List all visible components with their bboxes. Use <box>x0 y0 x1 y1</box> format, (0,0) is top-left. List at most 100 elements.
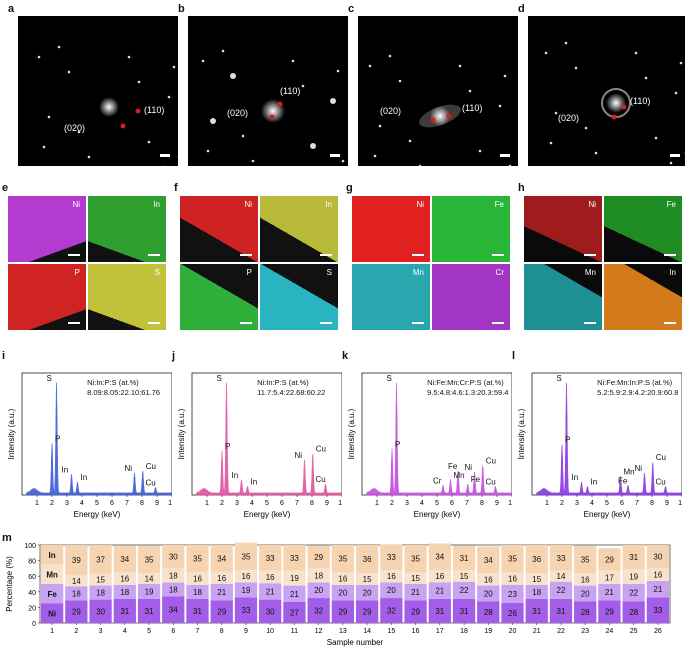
bar-segment-in <box>89 545 112 574</box>
peak-label: In <box>62 465 69 474</box>
bar-value-label: 35 <box>193 555 202 564</box>
panel-label-j: j <box>172 350 176 362</box>
bar-segment-fe <box>65 586 88 601</box>
bar-value-label: 16 <box>387 572 396 581</box>
composition-formula: Ni:In:P:S (at.%) <box>257 378 309 387</box>
central-beam <box>606 93 626 113</box>
x-tick-label: 1 <box>35 500 39 507</box>
bar-segment-ni <box>113 598 136 623</box>
bar-value-label: 30 <box>96 607 105 616</box>
elemental-map-ni: Ni <box>524 196 602 262</box>
x-tick-label: 9 <box>665 500 669 507</box>
bar-value-label: 28 <box>484 608 493 617</box>
bar-value-label: 18 <box>169 585 178 594</box>
bar-segment-ni <box>646 597 670 623</box>
x-tick-label: 2 <box>74 628 78 635</box>
element-label: Ni <box>72 200 80 209</box>
eds-spectrum-j: S P In In Ni Cu Cu Ni:In:P:S (at.%)11.7:5.4:22.… <box>177 372 342 519</box>
element-label: Mn <box>412 268 424 277</box>
bar-segment-ni <box>331 600 355 623</box>
bar-value-label: 21 <box>411 588 420 597</box>
bar-segment-fe <box>40 584 64 604</box>
bar-segment-mn <box>259 570 282 584</box>
x-tick-label: 8 <box>140 500 144 507</box>
x-tick-label: 6 <box>620 500 624 507</box>
elemental-map-cr: Cr <box>432 264 510 330</box>
bar-value-label: 29 <box>338 608 347 617</box>
x-axis-label: Energy (keV) <box>244 510 291 519</box>
elemental-map-ni: Ni <box>8 196 86 262</box>
x-tick-label: 3 <box>235 500 239 507</box>
bar-segment-in <box>646 545 670 569</box>
diffraction-spot <box>503 74 507 78</box>
peak-label: Fe <box>618 476 628 485</box>
bar-value-label: 16 <box>581 575 590 584</box>
bar-value-label: 21 <box>290 590 299 599</box>
y-axis-label: Intensity (a.u.) <box>517 408 526 459</box>
bar-value-label: 20 <box>363 589 372 598</box>
peak-label: Ni <box>125 464 133 473</box>
composition-values: 9.5:4.8:4.6:1.3:20.3:59.4 <box>427 388 508 397</box>
bar-segment-mn <box>525 573 548 585</box>
x-tick-label: 8 <box>310 500 314 507</box>
bar-segment-ni <box>525 598 548 623</box>
peak-label: In <box>81 473 88 482</box>
bar-segment-ni <box>404 600 427 623</box>
diffraction-spot <box>172 65 176 69</box>
peak-label: P <box>225 442 230 451</box>
spectrum-trace <box>196 382 342 496</box>
bar-segment-fe <box>452 581 476 599</box>
bar-value-label: 33 <box>290 554 299 563</box>
scale-bar <box>664 322 676 324</box>
diffraction-spot <box>57 45 61 49</box>
x-tick-label: 8 <box>220 628 224 635</box>
peak-label: S <box>217 374 222 383</box>
saed-pattern-b: (110) (020) <box>188 16 348 166</box>
bar-value-label: 19 <box>290 574 299 583</box>
peak-label: Cu <box>656 477 666 486</box>
spot-label-110: (110) <box>462 103 482 113</box>
diffraction-spot <box>418 164 422 166</box>
x-axis-label: Energy (keV) <box>584 510 631 519</box>
diffraction-spot <box>378 124 382 128</box>
bar-segment-mn <box>137 573 161 584</box>
diffraction-spot <box>42 145 46 149</box>
x-tick-label: 23 <box>581 628 589 635</box>
diffraction-spot <box>574 66 578 70</box>
bar-value-label: 18 <box>314 571 323 580</box>
scale-bar <box>670 154 680 157</box>
x-tick-label: 18 <box>460 628 468 635</box>
bar-segment-in <box>113 545 136 573</box>
elemental-map-p: P <box>8 264 86 330</box>
bar-value-label: 15 <box>532 575 541 584</box>
bar-value-label: 18 <box>120 588 129 597</box>
y-axis-label: Intensity (a.u.) <box>347 408 356 459</box>
bar-value-label: 21 <box>217 588 226 597</box>
bar-segment-fe <box>501 584 524 603</box>
x-tick-label: 2 <box>560 500 564 507</box>
panel-label-b: b <box>178 3 185 15</box>
diffraction-spot <box>67 70 71 74</box>
panel-label-i: i <box>2 350 6 362</box>
bar-value-label: 35 <box>242 552 251 561</box>
peak-label: In <box>232 471 239 480</box>
bar-value-label: 14 <box>557 572 566 581</box>
diffraction-spot <box>564 41 568 45</box>
diffraction-spot <box>549 141 553 145</box>
bar-segment-mn <box>380 569 403 583</box>
scale-bar <box>68 254 80 256</box>
panel-label-a: a <box>8 3 15 15</box>
bar-segment-fe <box>283 585 306 602</box>
bar-value-label: 31 <box>120 607 129 616</box>
bar-segment-ni <box>477 601 500 623</box>
bar-segment-mn <box>65 575 88 587</box>
bar-value-label: 14 <box>72 577 81 586</box>
bar-segment-fe <box>355 584 379 601</box>
peak-label: In <box>251 477 258 486</box>
panel-label-l: l <box>512 350 516 362</box>
bar-segment-ni <box>89 599 112 623</box>
bar-value-label: 15 <box>460 572 469 581</box>
bar-segment-in <box>234 542 258 570</box>
legend-label: Mn <box>46 570 58 579</box>
